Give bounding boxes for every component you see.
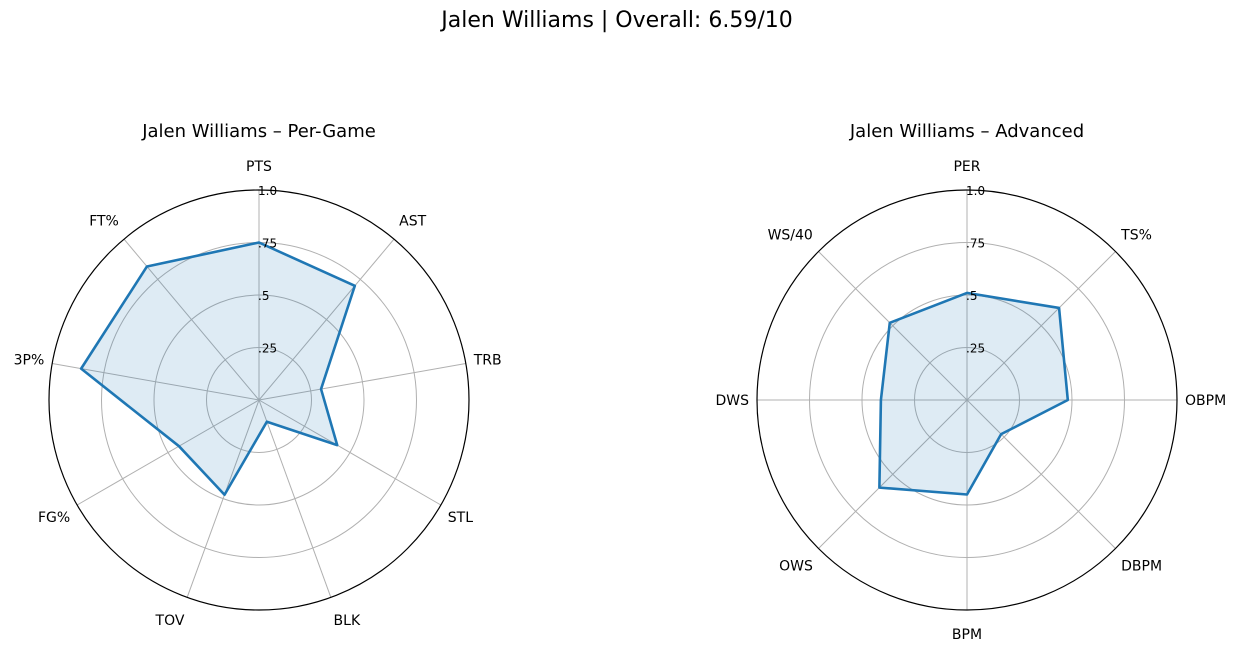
axis-category-label: TOV [155, 613, 185, 629]
axis-category-label: FT% [89, 214, 119, 230]
axis-category-label: PER [953, 159, 980, 175]
axis-category-label: 3P% [14, 352, 45, 368]
chart-title: Jalen Williams – Per-Game [141, 121, 376, 142]
radial-tick-label: .25 [258, 342, 277, 356]
spoke-line [966, 251, 1116, 401]
series-line [79, 241, 357, 497]
spoke-line [258, 399, 332, 598]
axis-category-label: DBPM [1121, 558, 1162, 574]
radial-tick-label: .5 [258, 289, 269, 303]
axis-category-label: DWS [715, 393, 749, 409]
spoke-line [818, 399, 968, 549]
spoke-line [258, 363, 466, 401]
axis-category-label: WS/40 [768, 228, 813, 244]
spoke-line [52, 363, 260, 401]
series-area [879, 292, 1068, 495]
axis-category-label: BPM [952, 627, 982, 643]
spoke-line [818, 251, 968, 401]
spoke-line [76, 399, 260, 506]
spoke-line [258, 399, 442, 506]
axis-category-label: BLK [334, 613, 361, 629]
radar-chart-per-game: .25 .5 .75 1.0 PTS AST TRB STL BLK TOV FG% 3P% FT% Ja… [14, 121, 502, 629]
axis-category-label: TRB [473, 352, 502, 368]
chart-title: Jalen Williams – Advanced [849, 121, 1084, 142]
spoke-line [258, 238, 395, 401]
axis-category-label: OWS [779, 558, 813, 574]
radial-tick-label: 1.0 [966, 184, 985, 198]
spoke-line [186, 399, 260, 598]
spoke-line [966, 399, 1116, 549]
axis-category-label: AST [399, 214, 426, 230]
radial-tick-label: 1.0 [258, 184, 277, 198]
radar-chart-advanced: .25 .5 .75 1.0 PER TS% OBPM DBPM BPM OWS DWS WS/40 J… [715, 121, 1226, 643]
polar-frame [756, 189, 1178, 611]
radial-tick-label: .25 [966, 342, 985, 356]
figure-title: Jalen Williams | Overall: 6.59/10 [441, 8, 793, 33]
axis-category-label: FG% [38, 510, 70, 526]
series-area [81, 242, 355, 495]
series-line [878, 291, 1070, 496]
axis-category-label: STL [448, 510, 473, 526]
axis-category-label: TS% [1120, 228, 1152, 244]
radial-tick-label: .5 [966, 289, 977, 303]
radial-tick-label: .75 [258, 237, 277, 251]
radial-tick-label: .75 [966, 237, 985, 251]
axis-category-label: OBPM [1185, 393, 1226, 409]
axis-category-label: PTS [246, 159, 272, 175]
polar-frame [48, 189, 470, 611]
